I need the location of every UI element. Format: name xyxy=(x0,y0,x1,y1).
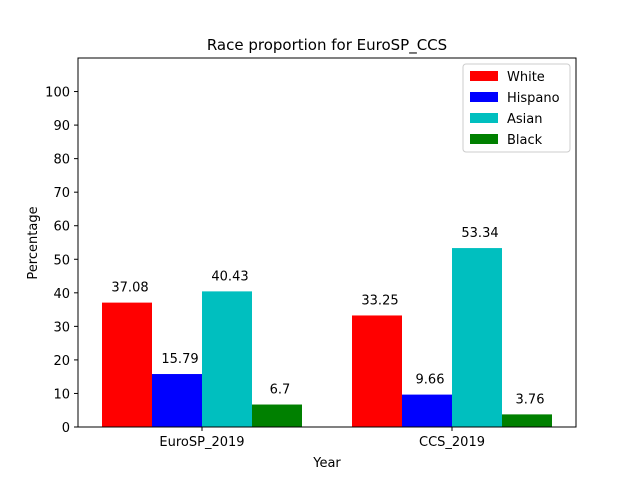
data-label-white-ccs_2019: 33.25 xyxy=(361,293,398,308)
y-tick-label: 70 xyxy=(53,186,70,201)
data-label-hispano-eurosp_2019: 15.79 xyxy=(161,352,198,367)
x-axis: EuroSP_2019 CCS_2019 xyxy=(159,427,485,450)
data-label-black-ccs_2019: 3.76 xyxy=(516,392,545,407)
y-tick-label: 10 xyxy=(53,387,70,402)
y-tick-label: 60 xyxy=(53,220,70,235)
legend: White Hispano Asian Black xyxy=(462,63,571,153)
y-tick-label: 80 xyxy=(53,153,70,168)
bar-hispano-ccs_2019 xyxy=(402,394,452,427)
data-labels-group: 37.08 33.25 15.79 9.66 40.43 53.34 6.7 3.76 xyxy=(111,226,544,407)
legend-swatch-black xyxy=(470,134,498,144)
data-label-asian-eurosp_2019: 40.43 xyxy=(211,269,248,284)
data-label-black-eurosp_2019: 6.7 xyxy=(270,383,291,398)
y-tick-label: 50 xyxy=(53,253,70,268)
legend-label-white: White xyxy=(507,70,545,85)
legend-box xyxy=(462,63,571,153)
chart-title: Race proportion for EuroSP_CCS xyxy=(207,36,447,55)
data-label-hispano-ccs_2019: 9.66 xyxy=(416,373,445,388)
legend-label-black: Black xyxy=(507,133,543,148)
x-tick-label: EuroSP_2019 xyxy=(159,435,244,450)
legend-label-asian: Asian xyxy=(507,112,542,127)
bars-group xyxy=(102,248,552,427)
y-tick-label: 0 xyxy=(62,421,70,436)
bar-white-ccs_2019 xyxy=(352,315,402,427)
plot-frame xyxy=(77,57,577,428)
y-tick-label: 40 xyxy=(53,287,70,302)
bar-black-ccs_2019 xyxy=(502,414,552,427)
y-axis: 0 10 20 30 40 50 60 70 80 90 100 xyxy=(45,86,78,436)
bar-hispano-eurosp_2019 xyxy=(152,374,202,427)
y-axis-label: Percentage xyxy=(26,206,41,279)
y-tick-label: 20 xyxy=(53,354,70,369)
legend-swatch-white xyxy=(470,71,498,81)
legend-swatch-asian xyxy=(470,113,498,123)
y-tick-label: 100 xyxy=(45,86,70,101)
y-tick-label: 30 xyxy=(53,320,70,335)
bar-asian-eurosp_2019 xyxy=(202,291,252,427)
bar-white-eurosp_2019 xyxy=(102,302,152,427)
x-axis-label: Year xyxy=(312,456,341,471)
legend-label-hispano: Hispano xyxy=(507,91,560,106)
bar-asian-ccs_2019 xyxy=(452,248,502,427)
x-tick-label: CCS_2019 xyxy=(419,435,485,450)
data-label-white-eurosp_2019: 37.08 xyxy=(111,281,148,296)
data-label-asian-ccs_2019: 53.34 xyxy=(461,226,498,241)
legend-swatch-hispano xyxy=(470,92,498,102)
bar-black-eurosp_2019 xyxy=(252,404,302,427)
y-tick-label: 90 xyxy=(53,119,70,134)
